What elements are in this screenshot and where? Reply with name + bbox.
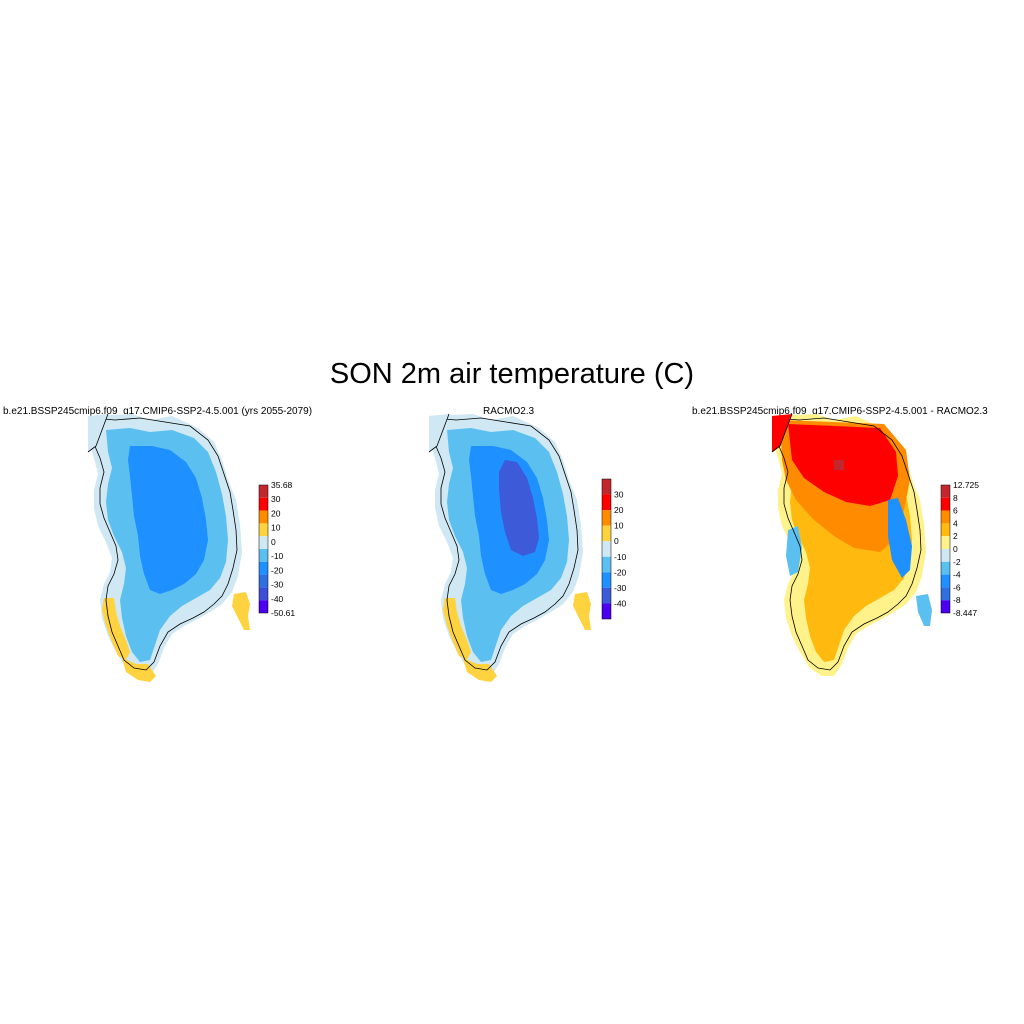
- panel-1-colorbar: 35.68 30 20 10 0 -10 -20 -30 -40 -50.61: [258, 480, 295, 618]
- colorbar-swatch: [259, 549, 268, 562]
- colorbar-swatch: [941, 587, 950, 601]
- panel-1-title: b.e21.BSSP245cmip6.f09_g17.CMIP6-SSP2-4.…: [3, 406, 313, 417]
- colorbar-swatch: [602, 494, 611, 511]
- panel-2-colorbar: 30 20 10 0 -10 -20 -30 -40: [601, 478, 627, 620]
- colorbar-swatch: [259, 497, 268, 511]
- panel-2-title: RACMO2.3: [483, 406, 535, 417]
- colorbar-swatch: [259, 536, 268, 549]
- ellesmere-corner: [88, 414, 108, 452]
- colorbar-tick-label: -8.447: [953, 608, 977, 618]
- colorbar-tick-label: -40: [614, 598, 627, 608]
- colorbar-tick-label: 0: [953, 544, 958, 554]
- map-region-cool: [786, 526, 802, 576]
- map-region-core: [128, 446, 208, 594]
- colorbar-tick-label: 4: [953, 518, 958, 528]
- colorbar-swatch: [602, 603, 611, 619]
- colorbar-swatch: [941, 510, 950, 524]
- colorbar-swatch: [602, 541, 611, 557]
- colorbar-swatch: [941, 523, 950, 537]
- colorbar-swatch: [941, 497, 950, 511]
- colorbar-swatch: [259, 523, 268, 537]
- colorbar-tick-label: 35.68: [271, 480, 293, 490]
- panel-1-map: [87, 413, 250, 682]
- colorbar-swatch: [602, 587, 611, 604]
- colorbar-swatch: [602, 510, 611, 526]
- colorbar-tick-label: 0: [271, 537, 276, 547]
- colorbar-tick-label: -10: [271, 551, 284, 561]
- colorbar-swatch: [602, 556, 611, 573]
- colorbar-tick-label: -30: [614, 583, 627, 593]
- colorbar-tick-label: -10: [614, 552, 627, 562]
- colorbar-swatch: [941, 549, 950, 562]
- panel-3-colorbar: 12.725 8 6 4 2 0 -2 -4 -6 -8 -8.447: [940, 480, 979, 618]
- colorbar-swatch: [259, 561, 268, 575]
- colorbar-tick-label: 2: [953, 531, 958, 541]
- colorbar-swatch: [602, 525, 611, 542]
- ellesmere-corner: [429, 414, 449, 452]
- colorbar-swatch: [602, 479, 611, 495]
- map-region-cold: [888, 498, 912, 578]
- map-region-coast: [573, 592, 591, 630]
- ellesmere-coastline: [87, 413, 109, 453]
- ellesmere-coastline: [771, 413, 793, 453]
- colorbar-tick-label: -8: [953, 595, 961, 605]
- panel-2-map: [428, 413, 591, 682]
- colorbar-tick-label: 8: [953, 493, 958, 503]
- panel-3-map: [771, 413, 932, 676]
- colorbar-tick-label: 30: [271, 494, 281, 504]
- colorbar-tick-label: 0: [614, 536, 619, 546]
- map-region-coast: [463, 658, 497, 682]
- colorbar-swatch: [602, 572, 611, 588]
- colorbar-tick-label: 10: [271, 523, 281, 533]
- colorbar-frame: [940, 484, 951, 614]
- figure-title: SON 2m air temperature (C): [329, 358, 695, 390]
- panel-3-title: b.e21.BSSP245cmip6.f09_g17.CMIP6-SSP2-4.…: [692, 406, 988, 417]
- colorbar-tick-label: -40: [271, 594, 284, 604]
- colorbar-tick-label: -50.61: [271, 608, 295, 618]
- colorbar-swatch: [259, 600, 268, 613]
- map-cell-max: [834, 460, 844, 470]
- ellesmere-corner: [772, 414, 792, 452]
- colorbar-tick-label: -4: [953, 570, 961, 580]
- colorbar-tick-label: -20: [271, 565, 284, 575]
- colorbar-tick-label: 20: [271, 508, 281, 518]
- map-region-coast: [443, 598, 471, 660]
- colorbar-tick-label: 6: [953, 506, 958, 516]
- colorbar-tick-label: -20: [614, 567, 627, 577]
- colorbar-frame: [258, 484, 269, 614]
- map-region-coast: [122, 658, 156, 682]
- colorbar-tick-label: -30: [271, 580, 284, 590]
- map-region-east-coast: [916, 594, 932, 626]
- colorbar-swatch: [259, 510, 268, 524]
- colorbar-swatch: [941, 600, 950, 613]
- colorbar-swatch: [941, 561, 950, 575]
- colorbar-swatch: [259, 587, 268, 601]
- ellesmere-coastline: [428, 413, 450, 453]
- colorbar-frame: [601, 478, 612, 620]
- colorbar-swatch: [941, 536, 950, 549]
- colorbar-tick-label: 12.725: [953, 480, 979, 490]
- colorbar-tick-label: -2: [953, 557, 961, 567]
- map-region-deep: [499, 460, 539, 556]
- colorbar-swatch: [941, 485, 950, 498]
- colorbar-swatch: [941, 574, 950, 588]
- colorbar-tick-label: -6: [953, 582, 961, 592]
- map-region-coast: [102, 598, 130, 660]
- colorbar-swatch: [259, 574, 268, 588]
- map-region-coast: [232, 592, 250, 630]
- colorbar-tick-label: 20: [614, 505, 624, 515]
- colorbar-tick-label: 10: [614, 521, 624, 531]
- colorbar-tick-label: 30: [614, 490, 624, 500]
- colorbar-swatch: [259, 485, 268, 498]
